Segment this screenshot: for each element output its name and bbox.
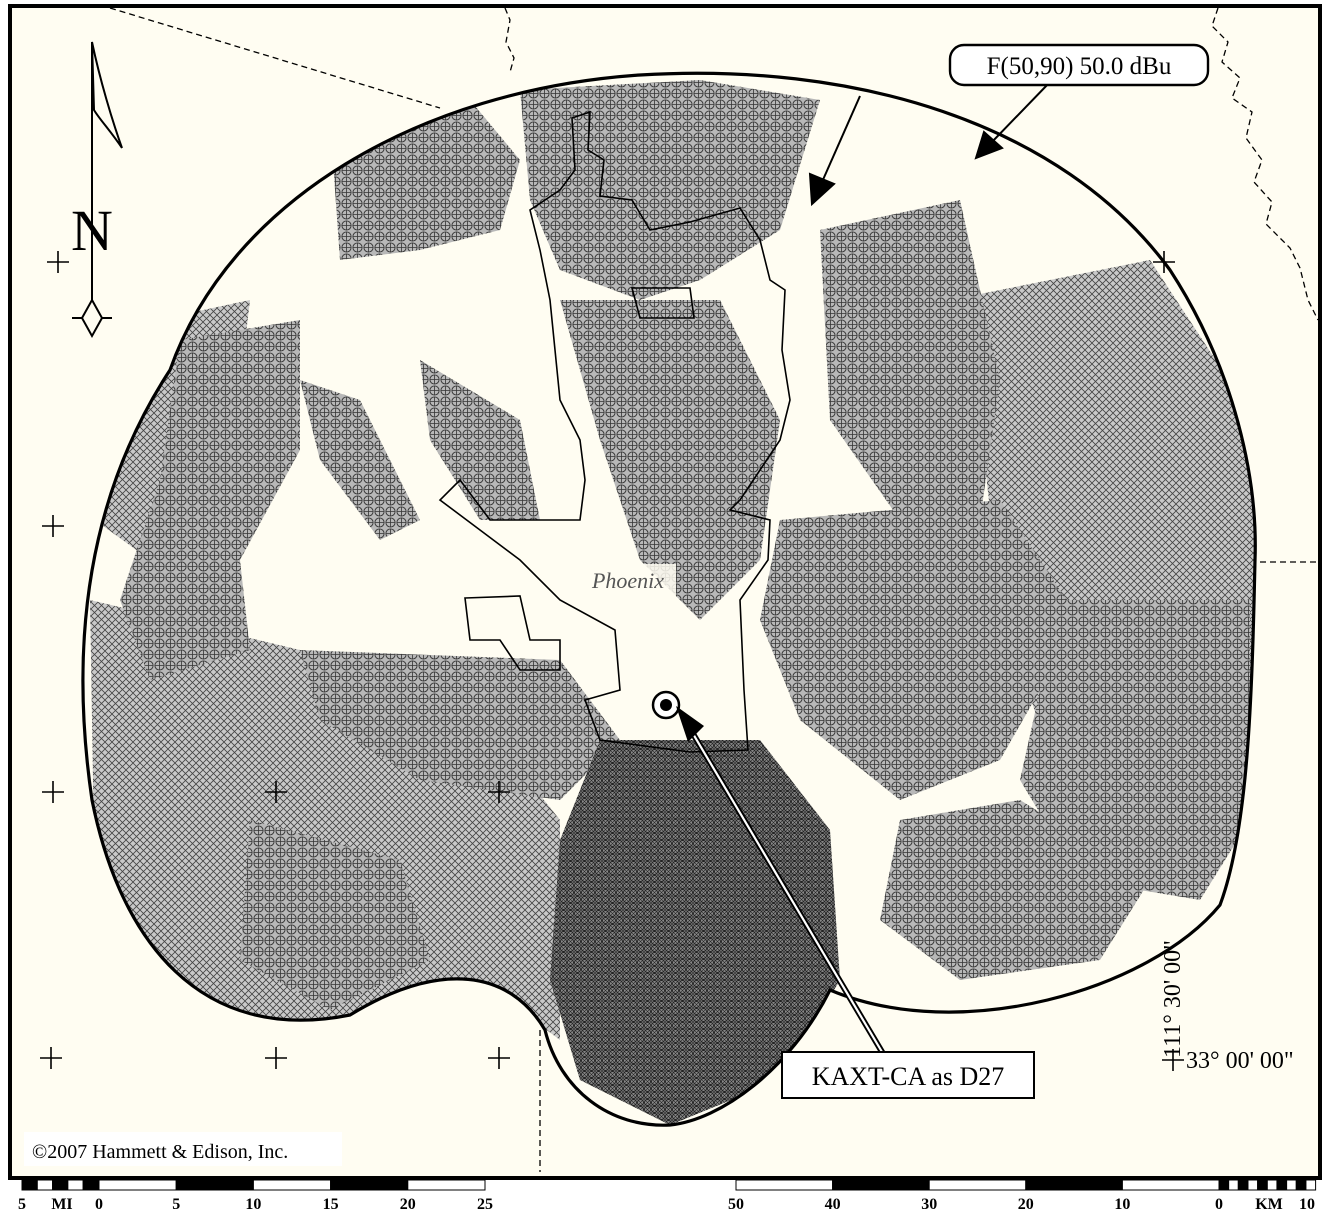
contour-callout-box	[948, 43, 1210, 87]
graticule-marks	[40, 251, 1184, 1071]
north-label: N	[71, 198, 113, 263]
scale-miles-tick-label: 0	[95, 1196, 103, 1213]
copyright: ©2007 Hammett & Edison, Inc.	[32, 1141, 288, 1163]
scale-miles-tick-label: 5	[172, 1196, 180, 1213]
scale-miles-subsegment	[52, 1179, 69, 1191]
scale-km-tick-label: 10	[1114, 1196, 1130, 1213]
scale-km-subsegment	[1247, 1179, 1259, 1191]
scale-miles-subsegment	[67, 1179, 84, 1191]
scale-km-subsegment	[1276, 1179, 1288, 1191]
scale-km-subsegment	[1286, 1179, 1297, 1191]
contour-line	[81, 71, 1257, 1127]
scale-miles-unit: MI	[51, 1196, 72, 1213]
scale-bar-miles: 5 MI 0 5 10 15 20 25	[18, 1179, 493, 1213]
station-callout-label: KAXT-CA as D27	[812, 1062, 1005, 1091]
scale-bar-km: KM 10 50 40 30 20 10 0	[728, 1179, 1317, 1213]
scale-km-tick-label: 20	[1018, 1196, 1034, 1213]
station-callout-arrow	[676, 706, 891, 1064]
scale-km-segment	[1025, 1179, 1123, 1191]
scale-miles-left-label: 5	[18, 1196, 26, 1213]
scale-miles-segment	[407, 1179, 486, 1191]
scale-km-segment	[928, 1179, 1027, 1191]
copyright-backdrop	[24, 1132, 342, 1166]
scale-km-subsegment	[1228, 1179, 1239, 1191]
scale-km-tick-label: 50	[728, 1196, 744, 1213]
city-label-backdrop	[580, 564, 676, 596]
scale-miles-tick-label: 25	[477, 1196, 493, 1213]
scale-miles-subsegment	[21, 1179, 38, 1191]
scale-km-subsegment	[1257, 1179, 1268, 1191]
north-arrow-icon	[72, 41, 123, 339]
scale-km-tick-label: 40	[825, 1196, 841, 1213]
scale-miles-subsegment	[82, 1179, 99, 1191]
scale-miles-segment	[175, 1179, 254, 1191]
city-label: Phoenix	[591, 568, 664, 593]
scale-km-subsegment	[1295, 1179, 1307, 1191]
scale-km-subsegment	[1266, 1179, 1278, 1191]
scale-miles-subsegment	[36, 1179, 54, 1191]
scale-km-segment	[832, 1179, 930, 1191]
contour-callout-arrows	[808, 81, 1051, 207]
scale-miles-segment	[252, 1179, 332, 1191]
scale-km-tick-label: 0	[1215, 1196, 1223, 1213]
scale-km-unit: KM	[1255, 1196, 1283, 1213]
scale-km-subsegment	[1218, 1179, 1230, 1191]
latitude-label: 33° 00' 00"	[1186, 1048, 1294, 1074]
scale-km-tick-label: 30	[921, 1196, 937, 1213]
scale-km-subsegment	[1305, 1179, 1317, 1191]
scale-miles-segment	[330, 1179, 409, 1191]
scale-miles-tick-label: 10	[245, 1196, 261, 1213]
station-marker[interactable]	[651, 690, 681, 720]
scale-km-segment	[1121, 1179, 1220, 1191]
coverage-area	[82, 73, 1256, 1126]
scale-km-segment	[735, 1179, 834, 1191]
station-callout-box	[781, 1051, 1035, 1099]
scale-miles-tick-label: 15	[323, 1196, 339, 1213]
longitude-label: 111° 30' 00"	[1160, 940, 1186, 1058]
contour-callout-label: F(50,90) 50.0 dBu	[987, 53, 1172, 80]
city-limits	[438, 110, 791, 753]
scale-km-subsegment	[1237, 1179, 1249, 1191]
scale-miles-tick-label: 20	[400, 1196, 416, 1213]
scale-miles-segment	[98, 1179, 177, 1191]
scale-km-right-label: 10	[1299, 1196, 1315, 1213]
